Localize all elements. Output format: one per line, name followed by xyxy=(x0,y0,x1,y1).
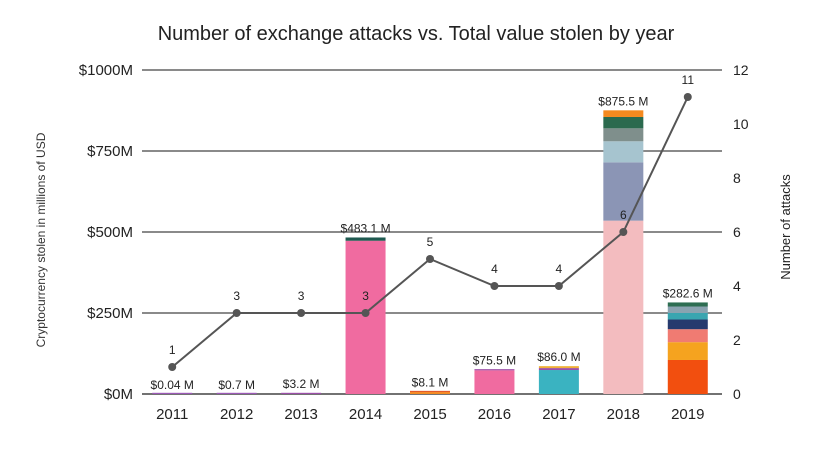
x-tick-label: 2018 xyxy=(607,406,640,423)
y-axis-label: Cryptocurrency stolen in millions of USD xyxy=(34,132,48,347)
bar-segment xyxy=(603,128,644,142)
attack-count-label: 3 xyxy=(362,289,369,303)
y-axis-ticks: $0M $250M $500M $750M $1000M xyxy=(79,62,133,403)
attack-count-label: 1 xyxy=(169,343,176,357)
bar-segment xyxy=(410,392,450,394)
bar-total-label: $0.7 M xyxy=(218,378,255,392)
attack-point xyxy=(554,282,563,290)
attack-count-label: 11 xyxy=(682,73,695,87)
attack-point xyxy=(168,363,177,371)
y2-tick-label: 4 xyxy=(733,278,741,294)
x-tick-label: 2014 xyxy=(349,406,382,423)
y-tick-label: $0M xyxy=(104,386,133,403)
x-tick-label: 2011 xyxy=(156,406,188,423)
bar-segment xyxy=(667,306,708,313)
x-tick-label: 2017 xyxy=(542,406,575,423)
bar-segment xyxy=(474,369,515,371)
bar-segment xyxy=(281,392,322,394)
attack-count-label: 4 xyxy=(491,262,498,276)
y-tick-label: $500M xyxy=(87,224,133,241)
bar-segment xyxy=(410,390,450,393)
attack-count-label: 5 xyxy=(427,235,434,249)
attack-point xyxy=(683,93,692,101)
bar-total-label: $483.1 M xyxy=(341,221,391,235)
y2-axis-ticks: 0 2 4 6 8 10 12 xyxy=(733,62,749,402)
attack-point xyxy=(490,282,499,290)
attack-count-label: 3 xyxy=(298,289,305,303)
x-tick-label: 2015 xyxy=(413,406,446,423)
bar-labels: $0.04 M $0.7 M $3.2 M $483.1 M $8.1 M $75.5 M… xyxy=(151,94,713,392)
y2-axis-label: Number of attacks xyxy=(778,174,793,280)
attack-point xyxy=(361,309,370,317)
x-tick-label: 2012 xyxy=(220,406,253,423)
x-tick-label: 2016 xyxy=(478,406,511,423)
attack-point xyxy=(426,255,434,263)
x-axis-ticks: 2011 2012 2013 2014 2015 2016 2017 2018 2019 xyxy=(156,406,704,423)
bar-segment xyxy=(603,116,644,129)
bar-segment xyxy=(667,342,708,360)
bar-total-label: $3.2 M xyxy=(283,377,320,391)
y-tick-label: $750M xyxy=(87,143,133,160)
attack-point xyxy=(297,309,306,317)
bar-segment xyxy=(538,368,579,371)
x-tick-label: 2019 xyxy=(671,406,704,423)
attack-count-label: 6 xyxy=(620,208,627,222)
bar-total-label: $282.6 M xyxy=(663,286,713,300)
attacks-line-series: 1 3 3 3 5 4 4 6 11 xyxy=(168,73,694,371)
chart-title: Number of exchange attacks vs. Total val… xyxy=(158,23,675,45)
bar-total-label: $75.5 M xyxy=(473,354,516,368)
bar-total-label: $8.1 M xyxy=(412,375,449,389)
y-tick-label: $250M xyxy=(87,305,133,322)
bar-segment xyxy=(667,359,708,394)
bar-segment xyxy=(216,392,257,394)
x-tick-label: 2013 xyxy=(284,406,317,423)
bar-segment xyxy=(603,141,644,163)
bar-total-label: $875.5 M xyxy=(598,94,648,108)
bar-segment xyxy=(538,370,579,394)
attack-point xyxy=(619,228,628,236)
bar-segment xyxy=(345,237,386,241)
bar-segment xyxy=(667,302,708,307)
bar-segment xyxy=(152,392,193,394)
y2-tick-label: 6 xyxy=(733,224,741,240)
y2-tick-label: 0 xyxy=(733,386,741,402)
y2-tick-label: 8 xyxy=(733,170,741,186)
y2-tick-label: 10 xyxy=(733,116,749,132)
bar-segment xyxy=(474,370,515,394)
attack-count-label: 3 xyxy=(233,289,240,303)
bar-segment xyxy=(667,313,708,320)
y2-tick-label: 2 xyxy=(733,332,741,348)
bar-segment xyxy=(603,220,644,394)
bar-segment xyxy=(603,162,644,221)
bar-segment xyxy=(345,240,386,394)
bar-total-label: $0.04 M xyxy=(151,378,194,392)
bar-segment xyxy=(538,366,579,369)
y-tick-label: $1000M xyxy=(79,62,133,79)
bar-segment xyxy=(603,110,644,117)
attack-count-label: 4 xyxy=(556,262,563,276)
attack-point xyxy=(232,309,241,317)
bars xyxy=(152,110,708,394)
bar-segment xyxy=(667,319,708,330)
bar-total-label: $86.0 M xyxy=(537,350,580,364)
y2-tick-label: 12 xyxy=(733,62,749,78)
bar-segment xyxy=(667,329,708,343)
